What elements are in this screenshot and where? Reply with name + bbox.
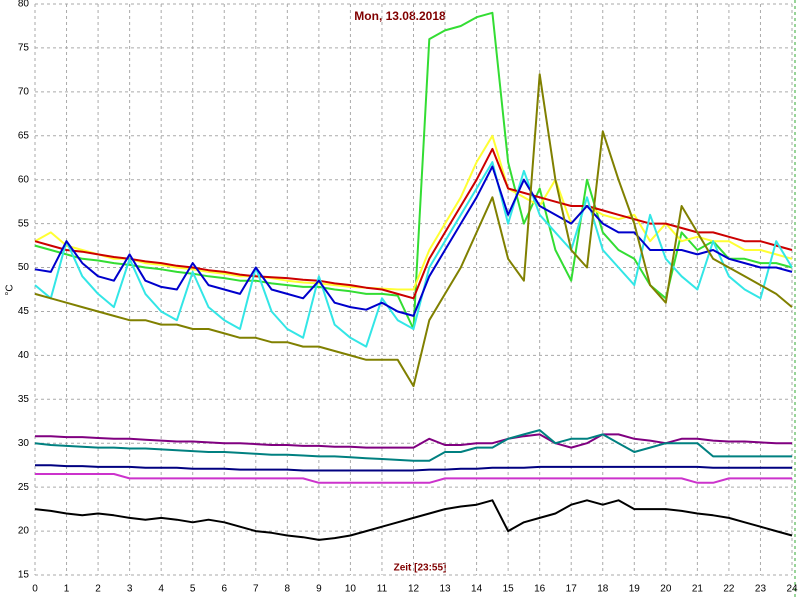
- x-tick-label: 6: [221, 584, 227, 595]
- y-tick-label: 75: [18, 43, 30, 54]
- series-line: [35, 473, 792, 484]
- y-tick-label: 15: [18, 570, 30, 581]
- x-tick-label: 5: [190, 584, 196, 595]
- x-tick-label: 19: [629, 584, 641, 595]
- x-tick-label: 15: [503, 584, 515, 595]
- x-tick-label: 10: [345, 584, 357, 595]
- x-tick-label: 1: [64, 584, 70, 595]
- x-tick-label: 14: [471, 584, 483, 595]
- series-line: [34, 147, 793, 300]
- y-tick-label: 70: [18, 86, 30, 97]
- x-tick-label: 12: [408, 584, 420, 595]
- x-tick-label: 22: [723, 584, 735, 595]
- x-tick-label: 17: [566, 584, 578, 595]
- series-line: [34, 429, 792, 462]
- x-tick-label: 7: [253, 584, 259, 595]
- y-tick-label: 55: [18, 218, 30, 229]
- y-tick-label: 50: [18, 262, 30, 273]
- y-axis-label: °C: [5, 284, 16, 295]
- y-tick-label: 80: [18, 0, 30, 10]
- x-tick-label: 2: [95, 584, 101, 595]
- x-tick-label: 20: [660, 584, 672, 595]
- y-tick-label: 45: [18, 306, 30, 317]
- chart-title: Mon, 13.08.2018: [354, 9, 446, 23]
- y-tick-label: 20: [18, 526, 30, 537]
- x-tick-label: 13: [439, 584, 451, 595]
- x-tick-label: 18: [597, 584, 609, 595]
- x-tick-label: 0: [32, 584, 38, 595]
- y-tick-label: 35: [18, 394, 30, 405]
- x-tick-label: 3: [127, 584, 133, 595]
- y-tick-label: 60: [18, 174, 30, 185]
- series-line: [34, 165, 793, 317]
- x-tick-label: 8: [285, 584, 291, 595]
- x-tick-label: 11: [377, 584, 388, 595]
- series-line: [34, 73, 793, 388]
- x-tick-label: 24: [786, 584, 798, 595]
- series-line: [35, 464, 792, 472]
- y-tick-label: 30: [18, 438, 30, 449]
- y-tick-label: 40: [18, 350, 30, 361]
- x-tick-label: 16: [534, 584, 546, 595]
- x-tick-label: 23: [755, 584, 767, 595]
- x-axis-label: Zeit [23:55]: [394, 563, 447, 574]
- series-line: [34, 161, 793, 348]
- x-tick-label: 4: [158, 584, 164, 595]
- x-tick-label: 21: [692, 584, 704, 595]
- series-line: [34, 499, 793, 541]
- y-tick-label: 25: [18, 482, 30, 493]
- x-tick-label: 9: [316, 584, 322, 595]
- y-tick-label: 65: [18, 130, 30, 141]
